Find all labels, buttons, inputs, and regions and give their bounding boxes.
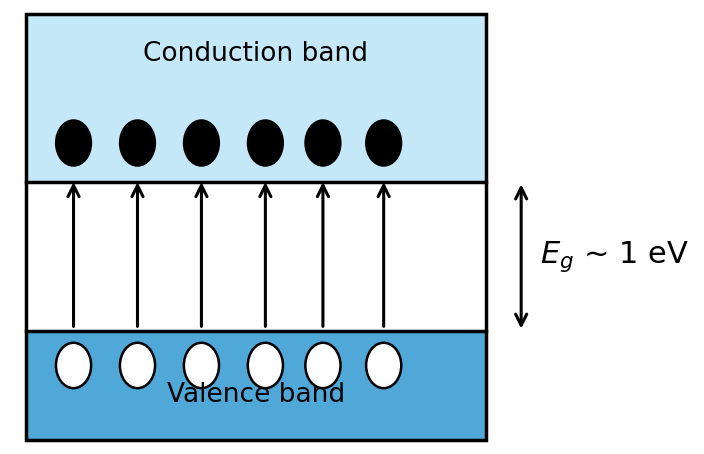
Ellipse shape [120,120,155,166]
Ellipse shape [56,120,91,166]
Bar [25,331,486,440]
Ellipse shape [184,120,219,166]
Bar [25,182,486,331]
Ellipse shape [56,343,91,388]
Ellipse shape [366,120,401,166]
Text: Conduction band: Conduction band [144,41,368,68]
Bar [25,14,486,440]
Text: $E_g$ ~ 1 eV: $E_g$ ~ 1 eV [541,239,689,274]
Ellipse shape [120,343,155,388]
Ellipse shape [184,343,219,388]
Ellipse shape [306,120,341,166]
Ellipse shape [306,343,341,388]
Ellipse shape [248,343,283,388]
Ellipse shape [366,343,401,388]
Text: Valence band: Valence band [167,382,345,408]
Ellipse shape [248,120,283,166]
Bar [25,14,486,182]
